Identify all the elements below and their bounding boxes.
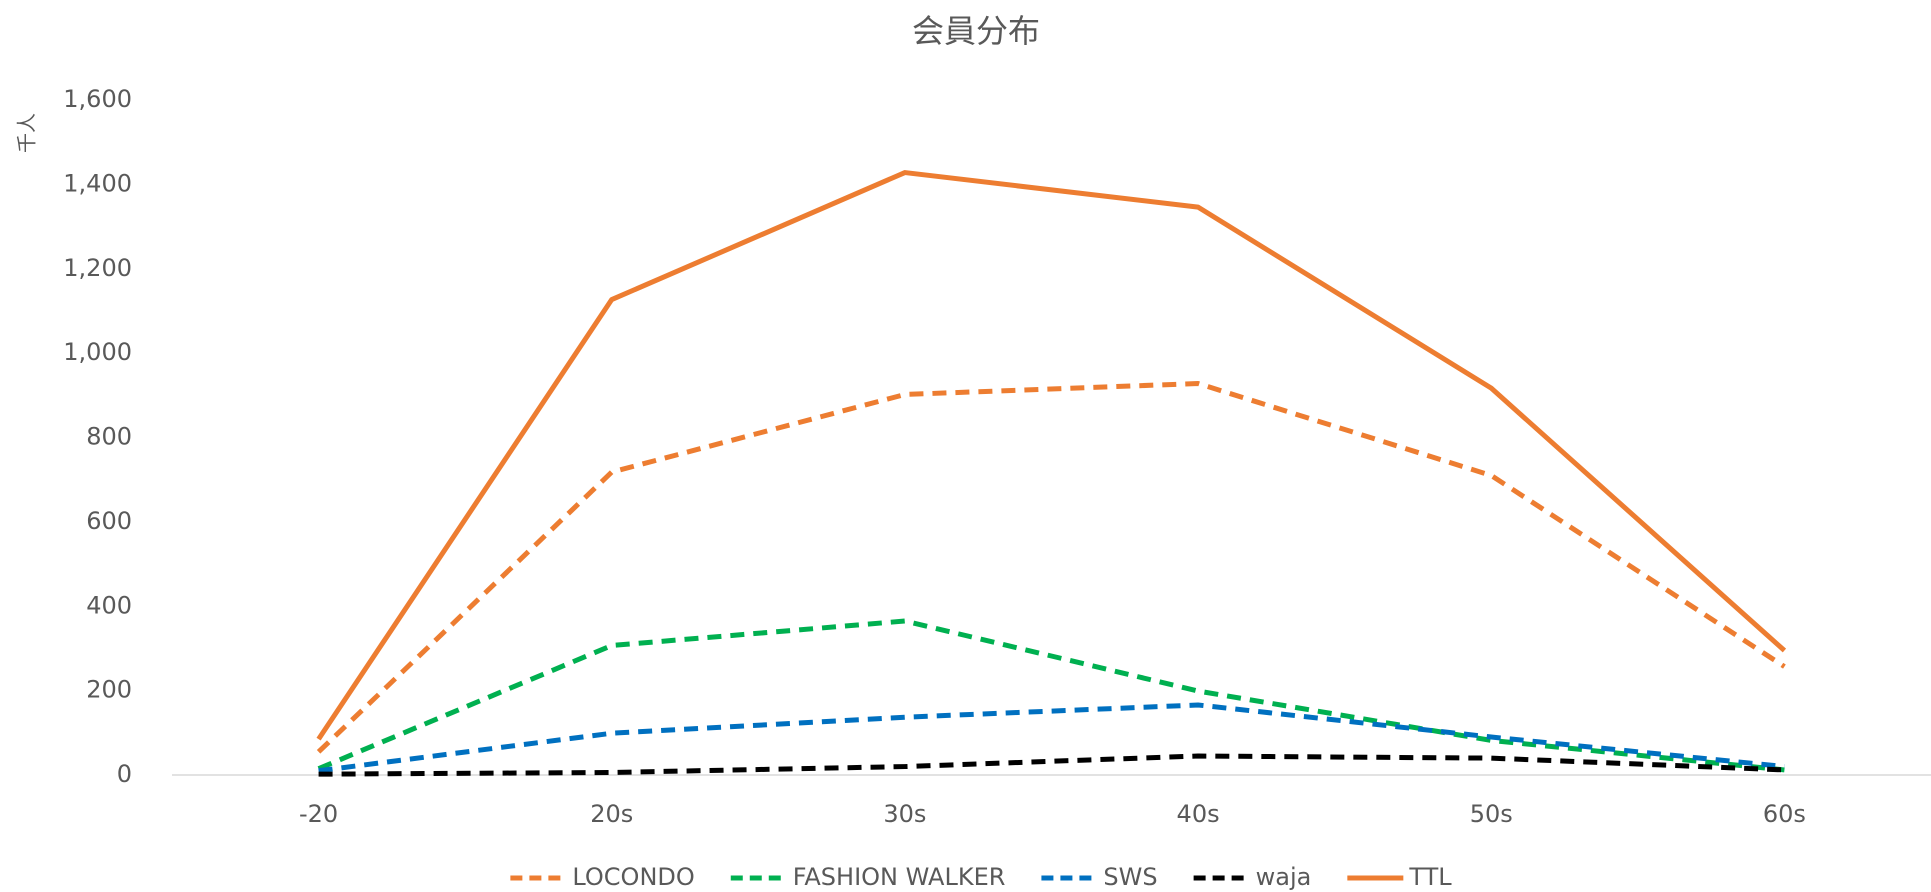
legend-label: LOCONDO — [572, 863, 694, 891]
series-line — [316, 170, 1787, 741]
legend-label: FASHION WALKER — [793, 863, 1006, 891]
y-tick-label: 400 — [86, 591, 132, 619]
x-tick-label: 40s — [1177, 800, 1220, 828]
series-line — [316, 381, 1786, 754]
y-tick-label: 600 — [86, 507, 132, 535]
y-tick-label: 1,400 — [63, 169, 132, 197]
x-tick-label: 50s — [1470, 800, 1513, 828]
series-line — [317, 618, 1785, 773]
y-tick-label: 800 — [86, 423, 132, 451]
y-axis-label: 千人 — [15, 113, 39, 153]
x-tick-label: 20s — [590, 800, 633, 828]
series-line — [318, 702, 1785, 774]
y-tick-label: 1,600 — [63, 85, 132, 113]
series-line — [318, 753, 1785, 777]
x-tick-label: 30s — [883, 800, 926, 828]
legend: LOCONDO FASHION WALKER SWS waja TTL — [510, 863, 1452, 891]
x-tick-label: 60s — [1763, 800, 1806, 828]
y-tick-label: 1,000 — [63, 338, 132, 366]
chart-title: 会員分布 — [912, 12, 1040, 50]
y-tick-label: 200 — [86, 676, 132, 704]
y-tick-label: 0 — [117, 760, 132, 788]
y-tick-label: 1,200 — [63, 254, 132, 282]
legend-label: waja — [1256, 863, 1312, 891]
x-tick-label: -20 — [299, 800, 338, 828]
legend-label: TTL — [1408, 863, 1452, 891]
legend-label: SWS — [1103, 863, 1157, 891]
